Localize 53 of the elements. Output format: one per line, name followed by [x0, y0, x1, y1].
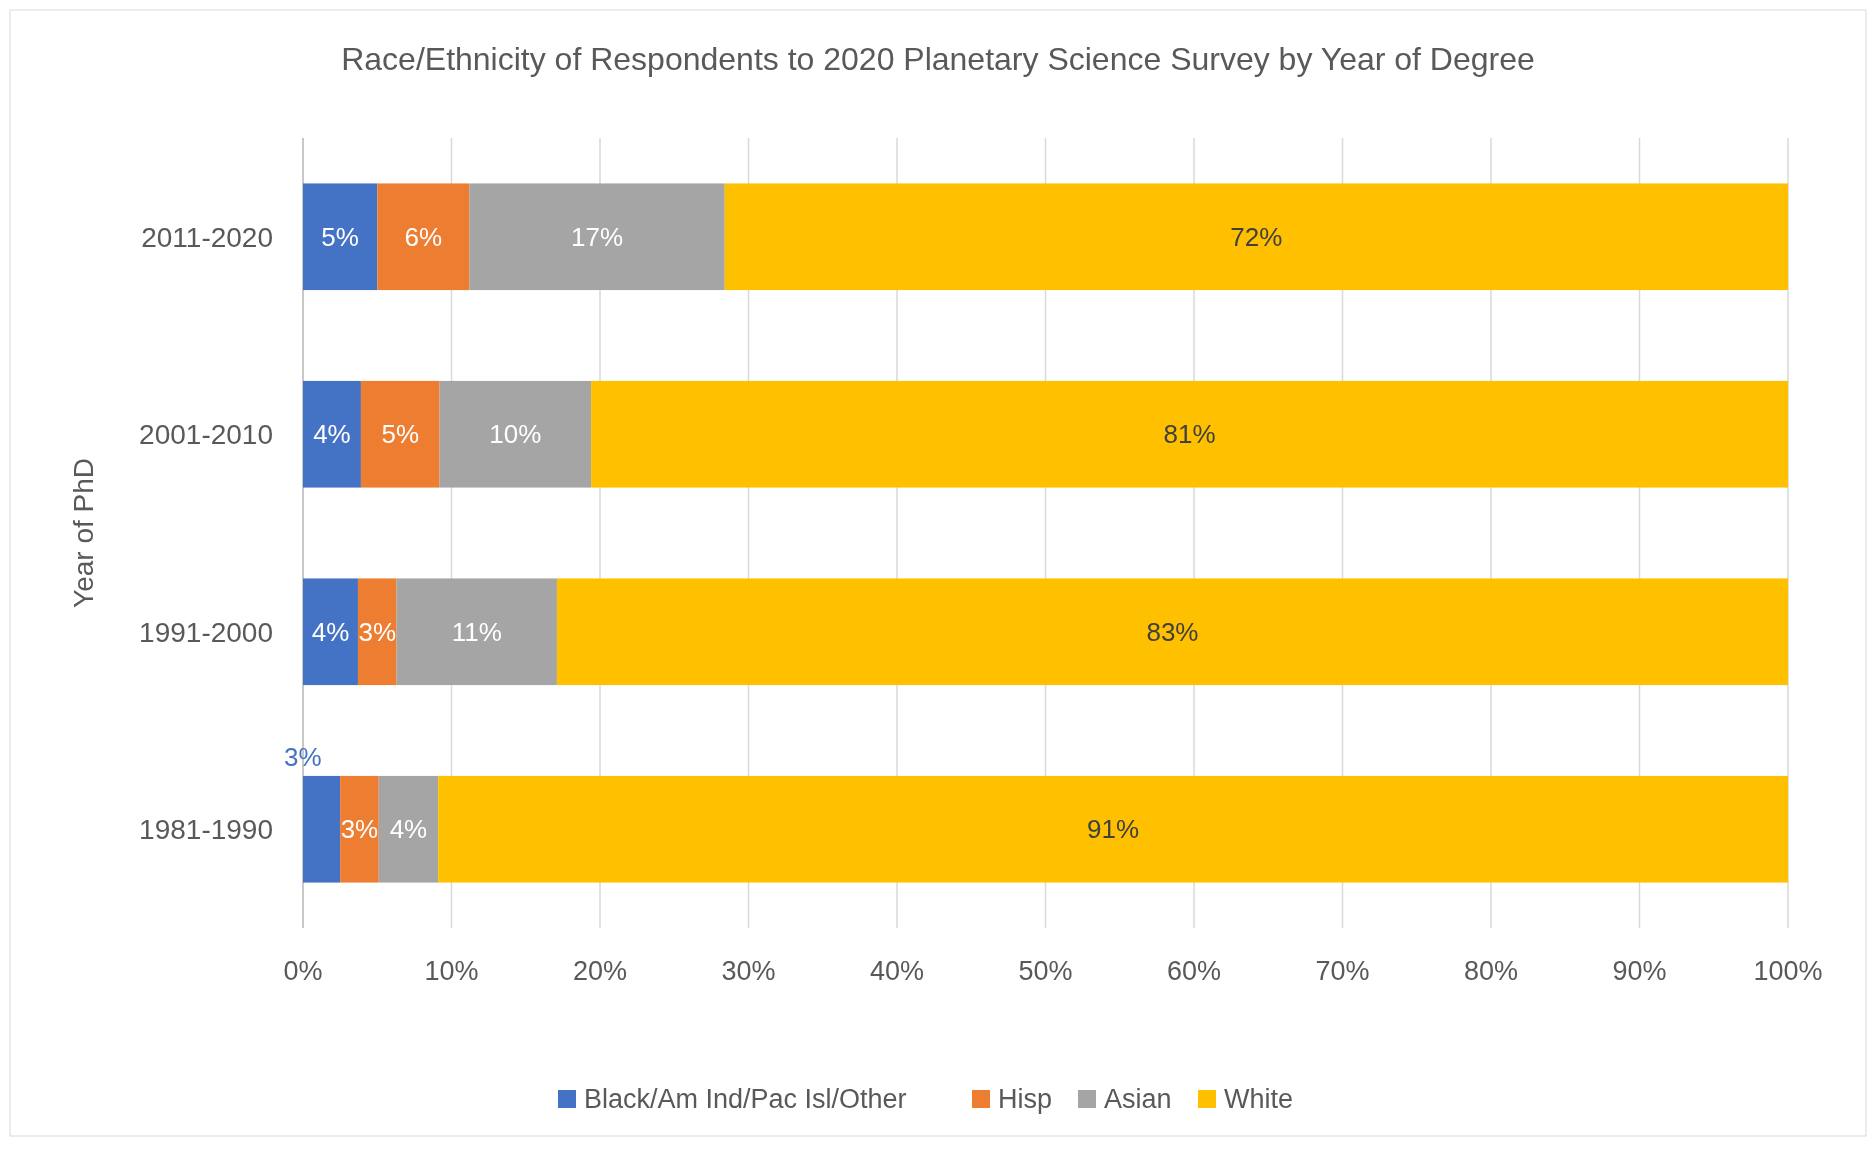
data-label: 4%	[311, 616, 350, 647]
x-tick-label: 20%	[572, 956, 628, 986]
data-label: 6%	[404, 221, 443, 252]
bar	[303, 578, 358, 686]
x-tick-label: 0%	[283, 956, 323, 986]
x-tick-label: 60%	[1166, 956, 1222, 986]
bar	[340, 775, 379, 883]
bar	[439, 380, 592, 488]
legend-label: Black/Am Ind/Pac Isl/Other	[584, 1084, 907, 1114]
x-tick-label: 70%	[1315, 956, 1370, 986]
y-tick-label: 2011-2020	[141, 221, 273, 253]
x-tick-label: 50%	[1018, 956, 1073, 986]
data-label: 3%	[340, 814, 379, 845]
bar	[303, 775, 341, 883]
data-label: 3%	[283, 741, 322, 772]
y-tick-label: 1991-2000	[139, 616, 273, 648]
legend-label: Asian	[1104, 1084, 1172, 1114]
bar	[556, 578, 1788, 686]
bar	[360, 380, 440, 488]
data-label: 5%	[381, 419, 420, 450]
x-tick-label: 10%	[424, 956, 479, 986]
bar	[396, 578, 557, 686]
data-label: 72%	[1230, 221, 1283, 252]
bar	[469, 183, 725, 291]
bar	[378, 775, 439, 883]
y-tick-label: 2001-2010	[139, 419, 273, 451]
bar	[591, 380, 1788, 488]
legend-label: Hisp	[998, 1084, 1053, 1114]
data-label: 91%	[1087, 814, 1140, 845]
chart-title: Race/Ethnicity of Respondents to 2020 Planetary Science Survey by Year of Degree	[341, 41, 1535, 77]
legend-label: White	[1224, 1084, 1294, 1114]
data-label: 81%	[1163, 419, 1216, 450]
bar	[724, 183, 1788, 291]
x-tick-label: 100%	[1753, 956, 1823, 986]
x-tick-label: 40%	[869, 956, 925, 986]
data-label: 4%	[389, 814, 428, 845]
bar	[303, 380, 361, 488]
x-tick-label: 30%	[721, 956, 776, 986]
data-label: 83%	[1146, 616, 1199, 647]
x-tick-label: 90%	[1612, 956, 1667, 986]
bar	[438, 775, 1788, 883]
data-label: 17%	[571, 221, 624, 252]
bar	[357, 578, 397, 686]
x-tick-label: 80%	[1463, 956, 1519, 986]
y-axis-title: Year of PhD	[68, 458, 99, 608]
data-label: 10%	[489, 419, 542, 450]
data-label: 5%	[321, 221, 359, 252]
data-label: 11%	[451, 616, 502, 647]
bar	[303, 183, 378, 291]
bar	[377, 183, 470, 291]
y-tick-label: 1981-1990	[139, 814, 273, 846]
data-label: 4%	[313, 419, 351, 450]
data-label: 3%	[358, 616, 397, 647]
